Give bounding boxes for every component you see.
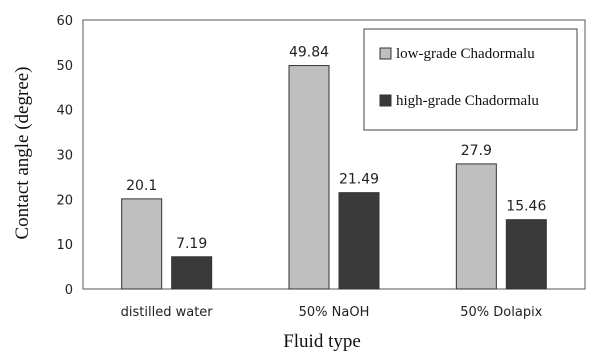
- bar-low-grade: [121, 198, 163, 290]
- y-tick-label: 50: [56, 59, 73, 74]
- bar-high-grade: [505, 219, 547, 290]
- x-axis-ticks: distilled water 50% NaOH 50% Dolapix: [121, 305, 543, 320]
- y-tick-label: 20: [56, 193, 73, 208]
- legend-label-high-grade: high-grade Chadormalu: [396, 93, 539, 109]
- x-axis-title: Fluid type: [283, 331, 361, 352]
- y-tick-label: 10: [56, 238, 73, 253]
- x-tick-label: 50% NaOH: [299, 305, 370, 320]
- y-tick-label: 40: [56, 104, 73, 119]
- legend: low-grade Chadormalu high-grade Chadorma…: [363, 28, 578, 131]
- data-label: 15.46: [506, 199, 546, 215]
- y-axis-ticks: 0 10 20 30 40 50 60: [56, 14, 73, 298]
- x-tick-label: 50% Dolapix: [460, 305, 542, 320]
- legend-swatch-high-grade: [379, 94, 392, 107]
- bar-low-grade: [455, 163, 497, 290]
- x-tick-label: distilled water: [121, 305, 214, 320]
- data-label: 21.49: [339, 172, 379, 188]
- y-axis-title: Contact angle (degree): [12, 66, 33, 239]
- legend-box: [363, 28, 578, 131]
- legend-label-low-grade: low-grade Chadormalu: [396, 46, 535, 62]
- bar-high-grade: [338, 192, 380, 290]
- data-label: 7.19: [176, 236, 207, 252]
- bar-low-grade: [288, 65, 330, 290]
- bars: [121, 65, 547, 290]
- bar-high-grade: [171, 256, 213, 290]
- legend-swatch-low-grade: [379, 47, 392, 60]
- y-tick-label: 60: [56, 14, 73, 29]
- data-label: 20.1: [126, 178, 157, 194]
- axes: [82, 19, 586, 290]
- data-label: 49.84: [289, 45, 329, 61]
- data-label: 27.9: [461, 143, 492, 159]
- y-tick-label: 0: [65, 283, 73, 298]
- y-tick-label: 30: [56, 149, 73, 164]
- data-labels: 20.1 7.19 49.84 21.49 27.9 15.46: [126, 45, 546, 252]
